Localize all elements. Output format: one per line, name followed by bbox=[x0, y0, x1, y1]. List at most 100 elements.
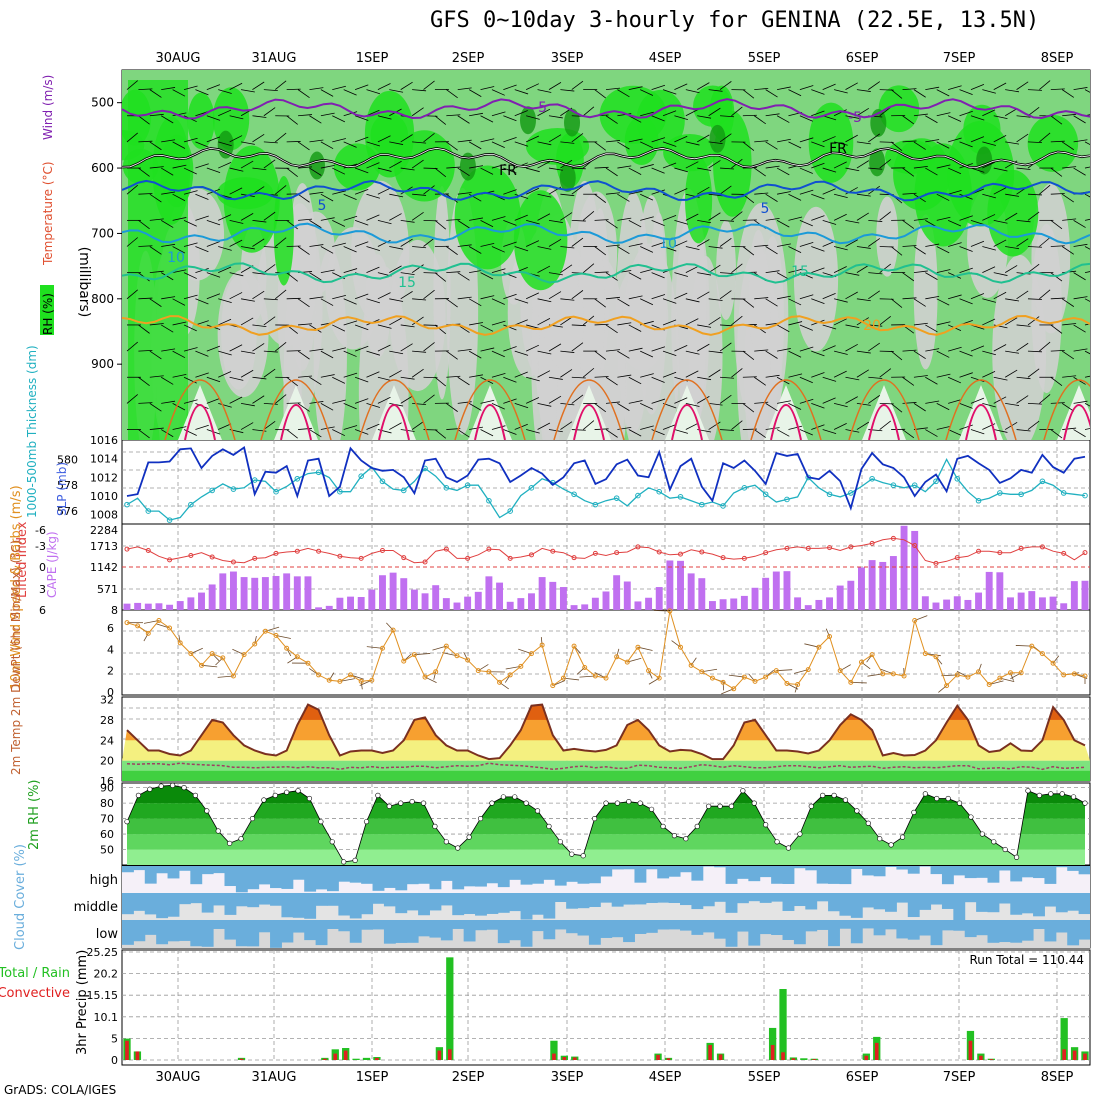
wind-barb bbox=[685, 161, 699, 169]
wind-barb bbox=[457, 192, 472, 195]
wind-barb bbox=[993, 344, 1007, 352]
precip-label: 3hr Precip (mm) bbox=[75, 950, 90, 1055]
wind-barb bbox=[1027, 316, 1040, 326]
wind-barb-10m bbox=[360, 681, 363, 690]
cloud-bar bbox=[395, 866, 408, 891]
precip-total-bar bbox=[1060, 1018, 1068, 1060]
wind-barb bbox=[400, 343, 413, 352]
wind-barb-10m bbox=[648, 670, 653, 679]
wind-speed-point bbox=[571, 643, 577, 649]
wind-barb bbox=[161, 191, 176, 195]
wind-barb bbox=[343, 246, 357, 253]
wind-barb bbox=[845, 115, 860, 119]
wind-barb bbox=[617, 426, 632, 430]
date-label-top: 1SEP bbox=[356, 51, 389, 66]
wind-barb bbox=[366, 266, 380, 274]
wind-barb bbox=[503, 324, 517, 331]
wind-barb bbox=[640, 111, 654, 117]
wind-barb bbox=[674, 188, 688, 195]
cloud-bar bbox=[725, 920, 738, 947]
upper-air-field bbox=[122, 70, 1090, 440]
precip-convective-bar bbox=[562, 1057, 567, 1060]
rh-dry-spike bbox=[1057, 385, 1090, 440]
lifted-index-point bbox=[954, 555, 960, 561]
wind-barb bbox=[206, 398, 221, 404]
wind-barb bbox=[161, 376, 174, 385]
wind-barb bbox=[548, 115, 563, 119]
wind-barb bbox=[263, 246, 278, 248]
wind-barb bbox=[959, 193, 973, 200]
li-tick-label: -6 bbox=[35, 524, 46, 537]
cloud-bar bbox=[167, 893, 180, 917]
lifted-index-point bbox=[933, 560, 939, 566]
wind-barb bbox=[662, 110, 677, 117]
cloud-bar bbox=[839, 920, 852, 929]
cloud-bar bbox=[850, 866, 863, 870]
rh-point bbox=[671, 833, 678, 839]
wind-barb bbox=[446, 114, 461, 117]
wind-barb bbox=[697, 291, 710, 300]
wind-barb bbox=[537, 298, 552, 303]
wind-barb bbox=[138, 115, 150, 125]
precip-convective-bar bbox=[864, 1055, 869, 1060]
date-label-bottom: 30AUG bbox=[155, 1070, 200, 1085]
cloud-bar bbox=[611, 920, 624, 938]
wind-barb bbox=[149, 141, 162, 151]
wind-barb bbox=[697, 115, 712, 119]
wind-barb bbox=[833, 109, 847, 117]
cloud-bar bbox=[588, 866, 601, 884]
cloud-bar bbox=[372, 920, 385, 930]
wind-barb bbox=[1073, 429, 1086, 438]
lifted-index-point bbox=[848, 544, 854, 550]
wind-barb-10m bbox=[275, 635, 291, 639]
wind-barb bbox=[833, 370, 847, 378]
cloud-bar bbox=[953, 893, 966, 920]
wind-barb bbox=[651, 167, 665, 174]
wind-barb bbox=[229, 187, 243, 195]
isotherm-25 bbox=[454, 379, 526, 440]
wind-barb bbox=[833, 318, 847, 326]
rh-point bbox=[557, 839, 563, 845]
wind-speed-point bbox=[646, 668, 652, 674]
wind-barb bbox=[400, 376, 415, 380]
cloud-bar bbox=[873, 893, 886, 910]
wind-barb bbox=[742, 403, 755, 413]
wind-barb bbox=[377, 167, 392, 172]
wind-barb bbox=[571, 219, 586, 222]
date-label-bottom: 4SEP bbox=[649, 1070, 682, 1085]
wind-barb bbox=[913, 165, 928, 169]
wind-barb bbox=[993, 115, 1008, 120]
cloud-bar bbox=[156, 893, 169, 919]
wind-barb bbox=[811, 215, 825, 221]
wind-barb bbox=[354, 84, 369, 90]
lifted-index-point bbox=[678, 551, 684, 557]
wind-barb bbox=[947, 219, 962, 227]
wind-barb bbox=[229, 167, 244, 172]
grads-credit: GrADS: COLA/IGES bbox=[4, 1083, 117, 1097]
date-label-top: 5SEP bbox=[748, 51, 781, 66]
wind-barb bbox=[776, 272, 790, 280]
wind-barb bbox=[936, 321, 951, 326]
wind-barb bbox=[925, 167, 938, 176]
wind-barb bbox=[605, 192, 620, 195]
rh-point bbox=[569, 851, 575, 857]
wind-speed-point bbox=[603, 675, 609, 681]
rh-point bbox=[181, 785, 187, 791]
wind-barb bbox=[1084, 141, 1090, 146]
rh-dry-region bbox=[217, 269, 269, 398]
cloud-bar bbox=[566, 920, 579, 934]
cloud-bar bbox=[634, 920, 647, 934]
wind-barb bbox=[161, 296, 176, 300]
wind-barb bbox=[1073, 115, 1086, 124]
wind-barb bbox=[332, 167, 346, 175]
rh-point bbox=[363, 819, 370, 825]
cape-bar bbox=[751, 587, 759, 610]
cloud-bar bbox=[497, 866, 510, 888]
rh-point bbox=[763, 822, 769, 828]
wind-speed-point bbox=[656, 675, 662, 681]
rh-point bbox=[238, 836, 244, 842]
wind-barb bbox=[913, 403, 926, 412]
wind-barb bbox=[377, 135, 391, 143]
wind-barb bbox=[1073, 376, 1086, 385]
